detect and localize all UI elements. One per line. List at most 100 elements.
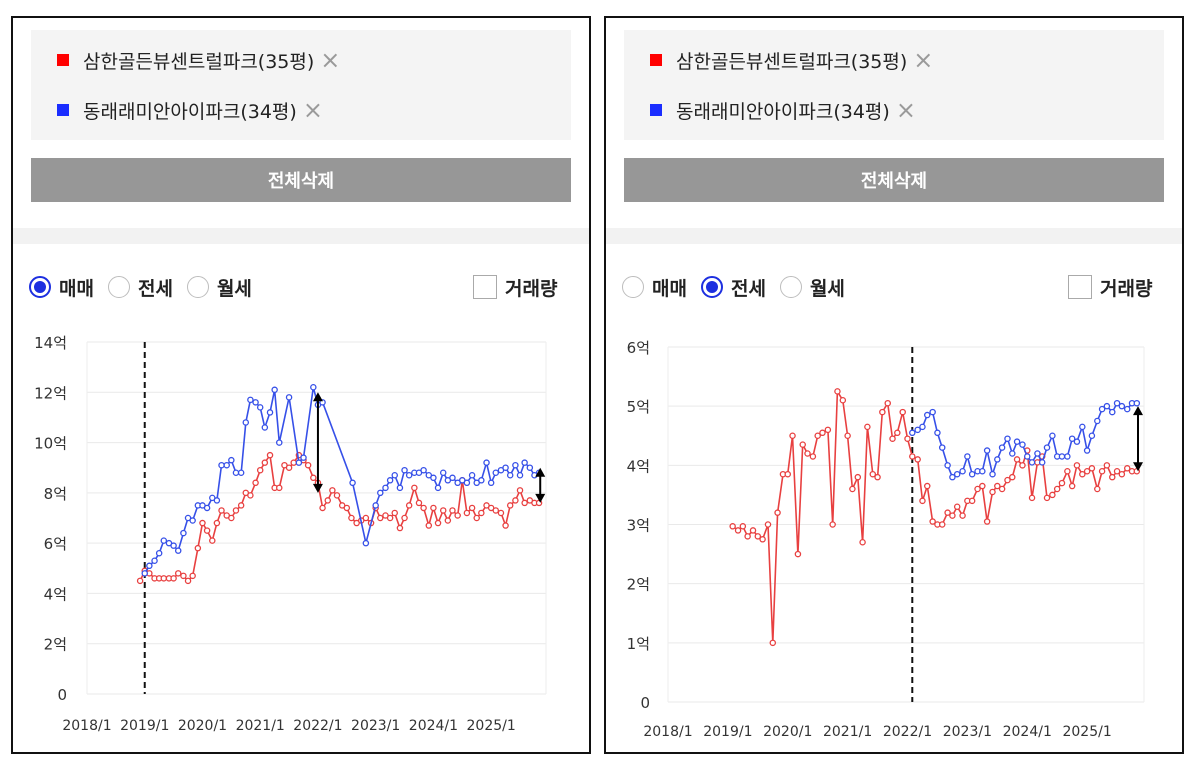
volume-label: 거래량 [1100, 277, 1153, 300]
section-divider [13, 228, 589, 244]
legend-label: 삼한골든뷰센트럴파크(35평) [676, 50, 908, 73]
data-point [949, 512, 956, 519]
data-point [213, 497, 221, 504]
data-point [829, 521, 836, 528]
gap-arrow-head [312, 483, 323, 493]
data-point [319, 504, 326, 512]
close-icon[interactable]: × [302, 96, 323, 124]
data-point [170, 575, 177, 582]
data-point [1133, 399, 1141, 407]
close-icon[interactable]: × [895, 96, 916, 124]
close-icon[interactable]: × [320, 46, 341, 74]
data-point [276, 439, 283, 446]
data-point [799, 441, 806, 448]
data-point [968, 497, 976, 505]
volume-toggle[interactable]: 거래량 [1068, 274, 1152, 300]
gap-arrow-head [312, 392, 323, 402]
radio-empty-icon[interactable] [107, 276, 130, 298]
data-point [1109, 408, 1116, 416]
x-tick-label: 2022/1 [293, 718, 342, 734]
data-point [343, 504, 351, 512]
close-icon[interactable]: × [913, 46, 934, 74]
data-point [1109, 473, 1116, 481]
delete-all-button[interactable]: 전체삭제 [624, 158, 1164, 202]
data-point [944, 462, 951, 469]
data-point [929, 408, 936, 416]
data-point [146, 562, 153, 570]
volume-checkbox[interactable] [1068, 275, 1092, 299]
volume-checkbox[interactable] [473, 275, 497, 299]
data-point [411, 484, 418, 492]
y-tick-label: 3억 [627, 517, 650, 535]
radio-selected-icon[interactable] [700, 276, 723, 298]
data-point [276, 484, 283, 492]
data-point [1103, 402, 1111, 410]
radio-jeonse[interactable]: 전세 [700, 274, 766, 301]
delete-all-button[interactable]: 전체삭제 [31, 158, 571, 202]
radio-sale[interactable]: 매매 [29, 274, 94, 301]
data-point [174, 570, 182, 577]
data-point [516, 472, 524, 479]
data-point [983, 518, 991, 525]
radio-empty-icon[interactable] [622, 276, 644, 298]
data-point [449, 507, 456, 514]
data-point [774, 509, 781, 516]
data-point [290, 459, 297, 466]
y-tick-label: 1억 [627, 635, 650, 653]
radio-sale[interactable]: 매매 [622, 274, 687, 301]
data-point [749, 527, 757, 534]
data-point [247, 396, 254, 404]
data-point [439, 469, 447, 476]
data-point [1073, 462, 1081, 469]
data-point [909, 429, 916, 437]
data-point [1064, 453, 1071, 460]
data-point [228, 514, 235, 522]
radio-jeonse[interactable]: 전세 [107, 274, 173, 301]
radio-label: 전세 [730, 277, 766, 300]
radio-label: 전세 [137, 277, 173, 300]
data-point [223, 461, 230, 469]
data-point [386, 514, 394, 522]
legend-label: 동래래미안아이파크(34평) [676, 100, 890, 123]
data-point [1013, 438, 1021, 445]
volume-toggle[interactable]: 거래량 [473, 274, 557, 300]
legend-item-samhan: 삼한골든뷰센트럴파크(35평) × [57, 46, 340, 74]
radio-monthly[interactable]: 월세 [186, 274, 252, 301]
data-point [136, 577, 144, 585]
x-tick-label: 2018/1 [62, 718, 111, 734]
radio-selected-icon[interactable] [29, 276, 51, 298]
data-point [1053, 485, 1061, 493]
legend-item-samhan: 삼한골든뷰센트럴파크(35평) × [650, 46, 933, 74]
data-point [377, 514, 384, 522]
radio-label: 매매 [652, 277, 687, 300]
series-line [732, 388, 1137, 643]
panel-jeonse: 삼한골든뷰센트럴파크(35평) × 동래래미안아이파크(34평) × 전체삭제 … [604, 16, 1184, 754]
data-point [141, 570, 148, 577]
y-tick-label: 2억 [44, 636, 67, 654]
data-point [824, 426, 832, 434]
data-point [729, 523, 736, 530]
data-point [521, 459, 528, 466]
radio-monthly[interactable]: 월세 [779, 274, 845, 301]
radio-label: 월세 [809, 277, 845, 300]
data-point [468, 472, 476, 479]
data-point [295, 459, 303, 466]
data-point [434, 519, 442, 527]
radio-empty-icon[interactable] [779, 276, 802, 298]
data-point [849, 485, 856, 493]
data-point [512, 461, 519, 469]
data-point [1094, 485, 1101, 493]
data-point [213, 519, 221, 527]
radio-empty-icon[interactable] [186, 276, 209, 298]
price-chart-sale: 0 2억 4억 6억 8억 10억 12억 14억 2018/1 2019/1 2020/1 2021… [34, 334, 547, 734]
data-point [1103, 462, 1111, 469]
data-point [492, 469, 500, 476]
data-point [444, 517, 452, 524]
x-tick-label: 2020/1 [178, 718, 227, 734]
data-point [924, 411, 931, 419]
data-point [218, 461, 225, 469]
data-point [1068, 482, 1076, 490]
data-point [944, 509, 951, 516]
data-point [329, 487, 336, 494]
data-point [180, 529, 187, 537]
